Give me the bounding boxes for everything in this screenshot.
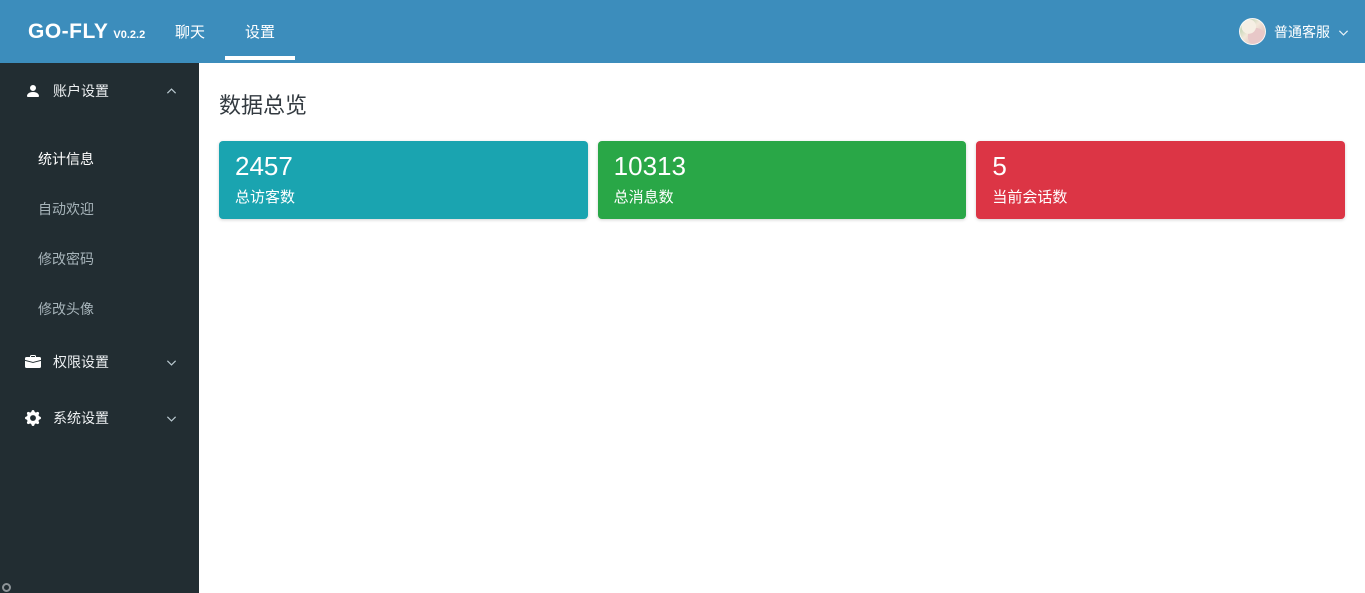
- sidebar-item-label: 权限设置: [53, 354, 109, 370]
- sidebar-item-auto-welcome[interactable]: 自动欢迎: [0, 184, 199, 234]
- sidebar-item-label: 统计信息: [38, 151, 94, 167]
- user-name: 普通客服: [1274, 23, 1330, 40]
- stat-label: 当前会话数: [992, 189, 1068, 206]
- sidebar: 账户设置 统计信息 自动欢迎 修改密码 修改头像 权限设置 系统: [0, 63, 199, 593]
- avatar[interactable]: [1239, 18, 1266, 45]
- chevron-down-icon: [166, 415, 177, 422]
- tab-settings-label: 设置: [244, 24, 275, 41]
- sidebar-item-system-settings[interactable]: 系统设置: [0, 390, 199, 446]
- stat-label: 总消息数: [613, 189, 674, 206]
- sidebar-item-label: 修改密码: [38, 251, 94, 267]
- app-logo: GO-FLY V0.2.2: [0, 0, 155, 63]
- main-nav: 聊天 设置: [155, 0, 295, 63]
- chevron-down-icon: [1338, 30, 1349, 36]
- stat-card-current-sessions: 5 当前会话数: [976, 141, 1346, 219]
- stat-card-total-visitors: 2457 总访客数: [219, 141, 588, 219]
- account-settings-submenu: 统计信息 自动欢迎 修改密码 修改头像: [0, 119, 199, 334]
- top-navbar: GO-FLY V0.2.2 聊天 设置 普通客服: [0, 0, 1365, 63]
- chevron-down-icon: [166, 359, 177, 366]
- app-logo-text: GO-FLY: [28, 19, 109, 43]
- chevron-up-icon: [166, 87, 177, 94]
- stat-value: 10313: [613, 151, 686, 181]
- sidebar-item-label: 系统设置: [53, 410, 109, 426]
- sidebar-item-change-avatar[interactable]: 修改头像: [0, 284, 199, 334]
- stat-value: 2457: [235, 151, 293, 181]
- sidebar-item-label: 自动欢迎: [38, 201, 94, 217]
- user-menu[interactable]: 普通客服: [1239, 0, 1349, 63]
- tab-settings[interactable]: 设置: [225, 0, 295, 63]
- sidebar-item-permission-settings[interactable]: 权限设置: [0, 334, 199, 390]
- app-version: V0.2.2: [113, 28, 146, 41]
- stat-cards: 2457 总访客数 10313 总消息数 5 当前会话数: [219, 141, 1346, 219]
- stat-value: 5: [992, 151, 1007, 181]
- active-tab-underline: [225, 56, 295, 60]
- stat-card-total-messages: 10313 总消息数: [597, 141, 967, 219]
- page-title: 数据总览: [219, 93, 308, 118]
- user-icon: [27, 85, 39, 97]
- gear-icon: [25, 410, 41, 426]
- sidebar-item-label: 修改头像: [38, 301, 94, 317]
- stat-label: 总访客数: [235, 189, 296, 206]
- tab-chat-label: 聊天: [174, 24, 205, 41]
- tab-chat[interactable]: 聊天: [155, 0, 225, 63]
- sidebar-item-statistics[interactable]: 统计信息: [0, 134, 199, 184]
- main-content: 数据总览 2457 总访客数 10313 总消息数 5 当前会话数: [199, 63, 1365, 593]
- briefcase-icon: [25, 355, 41, 368]
- sidebar-item-account-settings[interactable]: 账户设置: [0, 63, 199, 119]
- circle-icon: [2, 583, 11, 592]
- sidebar-item-label: 账户设置: [53, 83, 109, 99]
- sidebar-item-change-password[interactable]: 修改密码: [0, 234, 199, 284]
